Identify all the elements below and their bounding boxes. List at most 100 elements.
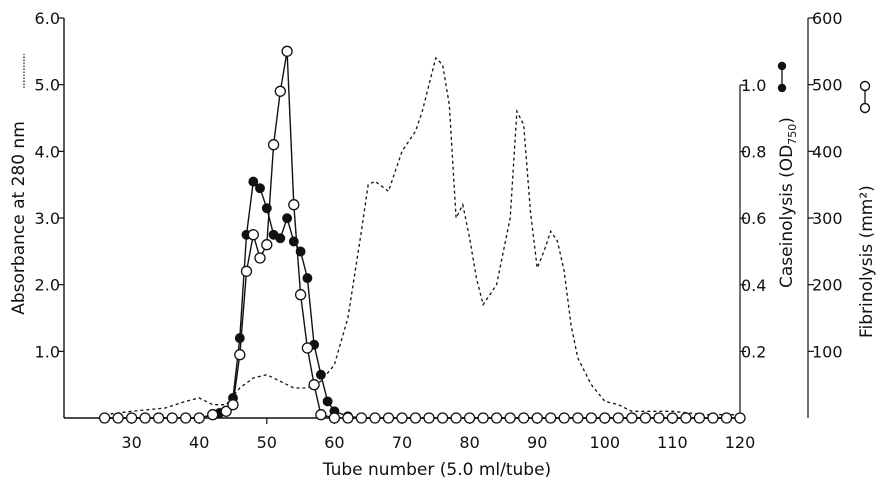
left-y-tick-label-3.0: 3.0 xyxy=(35,209,60,228)
fibrinolysis-tick-label-400: 400 xyxy=(812,142,843,161)
fibrinolysis-point xyxy=(274,85,286,97)
fibrinolysis-axis-title: Fibrinolysis (mm²) xyxy=(857,185,877,338)
fibrinolysis-point xyxy=(477,412,489,424)
filled-circle-key-marker xyxy=(777,61,787,71)
fibrinolysis-point xyxy=(504,412,516,424)
x-tick-label-80: 80 xyxy=(459,433,479,452)
fibrinolysis-point xyxy=(301,342,314,354)
caseinolysis-title-main: Caseinolysis (OD xyxy=(777,145,797,288)
fibrinolysis-point xyxy=(436,412,449,424)
fibrinolysis-point xyxy=(180,412,192,424)
fibrinolysis-point xyxy=(281,45,293,57)
x-tick-label-90: 90 xyxy=(527,433,547,452)
caseinolysis-point xyxy=(295,246,306,257)
filled-circle-key-marker-2 xyxy=(777,83,787,93)
fibrinolysis-tick-label-200: 200 xyxy=(812,276,843,295)
plot-frame xyxy=(63,18,809,419)
fibrinolysis-point xyxy=(267,139,280,151)
caseinolysis-point xyxy=(315,369,326,380)
caseinolysis-title-subscript: 750 xyxy=(786,124,799,145)
fibrinolysis-point xyxy=(463,412,476,424)
fibrinolysis-point xyxy=(396,412,408,424)
caseinolysis-title-close: ) xyxy=(777,117,797,124)
absorbance-280nm-line xyxy=(104,56,740,416)
fibrinolysis-tick-label-600: 600 xyxy=(812,9,843,28)
fibrinolysis-point xyxy=(328,412,341,424)
x-axis-title: Tube number (5.0 ml/tube) xyxy=(322,460,551,480)
fibrinolysis-point xyxy=(308,379,320,391)
fibrinolysis-point xyxy=(707,412,719,424)
fibrinolysis-point xyxy=(558,412,570,424)
fibrinolysis-point xyxy=(355,412,368,424)
caseinolysis-point xyxy=(255,183,265,194)
fibrinolysis-point xyxy=(720,412,733,424)
fibrinolysis-point xyxy=(369,412,381,424)
left-y-tick-label-2.0: 2.0 xyxy=(35,276,60,295)
caseinolysis-point xyxy=(322,396,333,407)
fibrinolysis-point xyxy=(152,412,165,424)
x-tick-label-40: 40 xyxy=(189,433,209,452)
caseinolysis-point xyxy=(302,273,313,284)
left-y-tick-label-5.0: 5.0 xyxy=(35,76,60,95)
fibrinolysis-point xyxy=(450,412,462,424)
caseinolysis-tick-label-1.0: 1.0 xyxy=(741,76,766,95)
fibrinolysis-point xyxy=(666,412,679,424)
open-circle-key-marker xyxy=(859,80,871,92)
open-circle-key xyxy=(859,80,871,114)
fibrinolysis-point xyxy=(734,412,746,424)
axis-ticks: 30 40 50 60 70 80 90 100 110 120 1.0 2.0 3.0 4.0 5.0 6.… xyxy=(35,9,843,452)
fibrinolysis-point xyxy=(626,412,638,424)
x-tick-label-100: 100 xyxy=(590,433,621,452)
caseinolysis-point xyxy=(275,233,286,244)
fibrinolysis-point xyxy=(382,412,395,424)
caseinolysis-point xyxy=(234,333,245,344)
fibrinolysis-point xyxy=(315,409,327,421)
fibrinolysis-point xyxy=(112,412,124,424)
x-tick-label-60: 60 xyxy=(324,433,344,452)
caseinolysis-tick-label-0.8: 0.8 xyxy=(741,143,766,162)
fibrinolysis-point xyxy=(254,252,266,264)
fibrinolysis-point xyxy=(227,399,239,411)
fibrinolysis-point xyxy=(639,412,652,424)
x-tick-label-70: 70 xyxy=(392,433,412,452)
caseinolysis-tick-label-0.2: 0.2 xyxy=(741,342,766,361)
fibrinolysis-point xyxy=(545,412,557,424)
left-y-tick-label-6.0: 6.0 xyxy=(35,9,60,28)
fibrinolysis-point xyxy=(207,409,219,421)
x-tick-label-30: 30 xyxy=(121,433,141,452)
fibrinolysis-point xyxy=(342,412,354,424)
fibrinolysis-point xyxy=(680,412,692,424)
caseinolysis-point xyxy=(248,176,259,187)
fibrinolysis-point xyxy=(98,412,111,424)
caseinolysis-line xyxy=(104,180,740,419)
filled-circle-key xyxy=(777,61,787,93)
fibrinolysis-point xyxy=(518,412,530,424)
fibrinolysis-point xyxy=(139,412,151,424)
fibrinolysis-point xyxy=(490,412,503,424)
fibrinolysis-point xyxy=(220,405,232,417)
fibrinolysis-tick-label-500: 500 xyxy=(812,76,843,95)
fibrinolysis-point xyxy=(585,412,597,424)
left-y-tick-label-1.0: 1.0 xyxy=(35,342,60,361)
x-tick-label-110: 110 xyxy=(657,433,688,452)
x-tick-label-50: 50 xyxy=(257,433,277,452)
fibrinolysis-point xyxy=(693,412,706,424)
fibrinolysis-point xyxy=(409,412,422,424)
fibrinolysis-point xyxy=(653,412,665,424)
fibrinolysis-point xyxy=(599,412,611,424)
fibrinolysis-point xyxy=(166,412,178,424)
caseinolysis-point xyxy=(282,213,293,224)
left-y-axis-title: Absorbance at 280 nm xyxy=(9,121,29,315)
fibrinolysis-point xyxy=(261,239,273,251)
x-tick-label-120: 120 xyxy=(725,433,756,452)
caseinolysis-tick-label-0.4: 0.4 xyxy=(741,276,766,295)
axis-titles: Tube number (5.0 ml/tube) Absorbance at … xyxy=(9,54,877,480)
left-y-tick-label-4.0: 4.0 xyxy=(35,142,60,161)
fibrinolysis-point xyxy=(572,412,584,424)
fibrinolysis-point xyxy=(423,412,435,424)
fibrinolysis-point xyxy=(234,349,246,361)
fibrinolysis-point xyxy=(531,412,543,424)
fibrinolysis-point xyxy=(294,289,307,301)
fibrinolysis-point xyxy=(125,412,138,424)
